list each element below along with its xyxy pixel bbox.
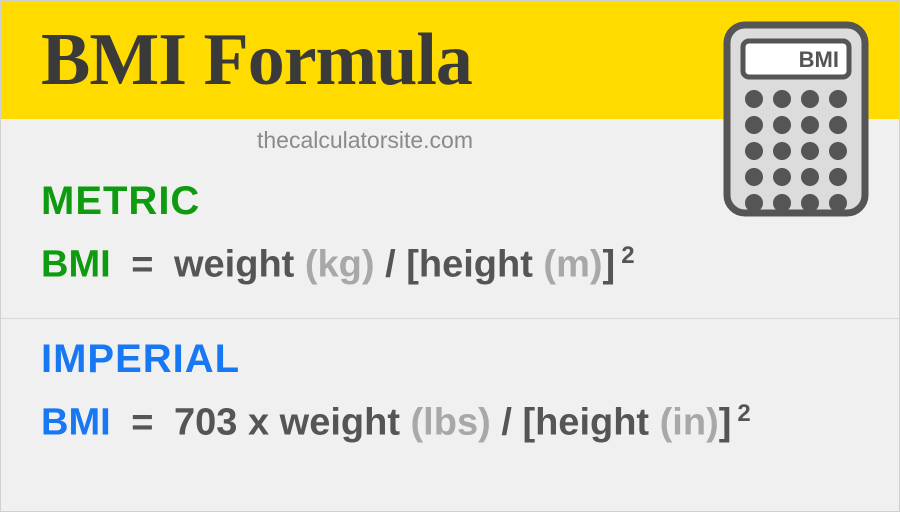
divide-sign: /: [385, 244, 396, 286]
imperial-constant: 703 x: [174, 402, 269, 444]
imperial-exponent: 2: [737, 400, 750, 427]
imperial-formula-label: BMI: [41, 402, 111, 444]
imperial-heading: IMPERIAL: [41, 337, 859, 382]
metric-exponent: 2: [621, 242, 634, 269]
metric-weight-unit: (kg): [305, 244, 375, 286]
imperial-weight-unit: (lbs): [411, 402, 491, 444]
metric-height-term: height: [419, 244, 533, 286]
imperial-formula: BMI = 703 x weight (lbs) / [height (in)]…: [41, 398, 859, 448]
imperial-section: IMPERIAL BMI = 703 x weight (lbs) / [hei…: [1, 318, 899, 476]
calculator-screen-text: BMI: [799, 47, 839, 72]
bracket-close: ]: [719, 402, 732, 444]
imperial-weight-term: weight: [280, 402, 400, 444]
page-title: BMI Formula: [41, 18, 472, 103]
metric-weight-term: weight: [174, 244, 294, 286]
metric-height-unit: (m): [543, 244, 602, 286]
equals-sign: =: [131, 402, 153, 444]
equals-sign: =: [131, 244, 153, 286]
bracket-open: [: [522, 402, 535, 444]
site-credit: thecalculatorsite.com: [257, 127, 473, 154]
bracket-open: [: [406, 244, 419, 286]
metric-formula: BMI = weight (kg) / [height (m)]2: [41, 240, 859, 290]
divide-sign: /: [501, 402, 512, 444]
metric-formula-label: BMI: [41, 244, 111, 286]
calculator-icon: BMI: [721, 19, 871, 219]
bracket-close: ]: [603, 244, 616, 286]
imperial-height-unit: (in): [660, 402, 719, 444]
imperial-height-term: height: [535, 402, 649, 444]
